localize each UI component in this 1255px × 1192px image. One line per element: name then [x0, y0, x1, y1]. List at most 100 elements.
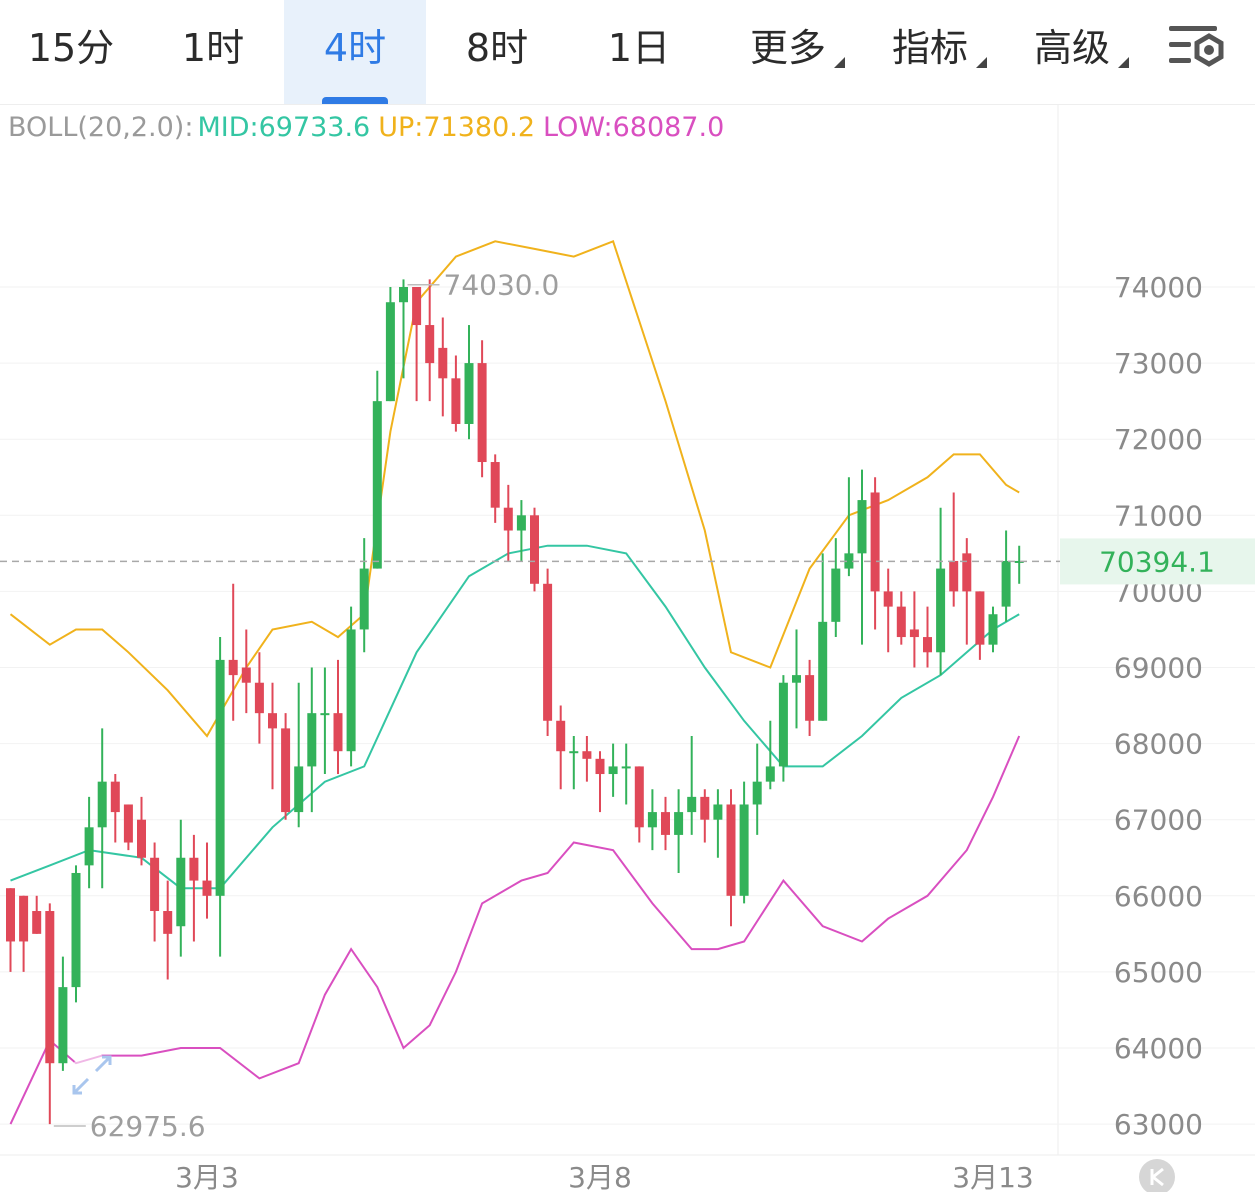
- candle-body: [831, 568, 841, 622]
- candle-body: [84, 827, 94, 866]
- candle-down: [661, 796, 670, 851]
- boll-name: BOLL(20,2.0):: [8, 112, 194, 143]
- candle-body: [739, 804, 749, 896]
- candle-down: [45, 903, 55, 1125]
- candle-down: [923, 606, 932, 668]
- current-price-label: 70394.1: [1099, 545, 1215, 578]
- tab-4h[interactable]: 4时: [284, 0, 426, 104]
- candle-up: [359, 538, 369, 653]
- candle-body: [582, 751, 592, 759]
- candle-down: [975, 591, 985, 660]
- candle-body: [792, 675, 801, 683]
- candle-body: [281, 728, 291, 813]
- k-button[interactable]: [1139, 1159, 1175, 1192]
- candle-body: [464, 363, 474, 424]
- candle-down: [281, 713, 291, 820]
- candle-body: [778, 682, 788, 767]
- dropdown-triangle-icon: [834, 57, 845, 68]
- candle-body: [516, 515, 526, 531]
- candle-up: [71, 865, 81, 1003]
- active-tab-indicator: [322, 97, 388, 104]
- tab-1h[interactable]: 1时: [142, 0, 284, 104]
- candle-down: [726, 789, 736, 927]
- candle-up: [647, 789, 657, 851]
- y-tick-label: 72000: [1114, 423, 1203, 456]
- candle-up: [713, 789, 723, 858]
- more-menu-label: 更多: [749, 26, 826, 70]
- candle-body: [137, 819, 146, 858]
- candle-up: [307, 667, 317, 813]
- candle-body: [359, 568, 369, 630]
- candle-down: [123, 804, 133, 851]
- candle-body: [569, 751, 579, 754]
- candle-body: [556, 720, 566, 752]
- candle-down: [333, 659, 343, 775]
- candle-up: [857, 469, 867, 645]
- candle-down: [6, 888, 15, 972]
- candle-body: [268, 713, 277, 729]
- candle-up: [58, 956, 68, 1071]
- expand-icon[interactable]: [70, 1053, 114, 1097]
- candle-body: [176, 857, 186, 927]
- tab-15m[interactable]: 15分: [0, 0, 142, 104]
- x-tick-label: 3月3: [175, 1161, 239, 1192]
- candle-body: [307, 713, 317, 767]
- candle-body: [530, 515, 539, 584]
- candle-up: [464, 325, 474, 440]
- candle-down: [556, 705, 566, 790]
- tab-4h-label: 4时: [323, 26, 387, 70]
- candle-down: [451, 355, 461, 432]
- candle-down: [189, 834, 199, 942]
- y-tick-label: 67000: [1114, 804, 1203, 837]
- candlestick-chart[interactable]: 7400073000720007100070000690006800067000…: [0, 105, 1255, 1192]
- chart-settings-button[interactable]: [1165, 18, 1227, 80]
- candle-body: [818, 621, 828, 721]
- candle-up: [385, 287, 395, 402]
- indicator-menu[interactable]: 指标: [870, 0, 990, 104]
- advanced-menu[interactable]: 高级: [1012, 0, 1132, 104]
- candle-body: [909, 629, 919, 638]
- candle-body: [438, 347, 448, 379]
- candle-down: [19, 895, 29, 972]
- boll-mid-value: MID:69733.6: [197, 112, 371, 143]
- candle-down: [595, 751, 605, 813]
- candle-up: [792, 629, 801, 729]
- candle-body: [700, 796, 710, 820]
- candle-up: [372, 370, 382, 569]
- tab-8h[interactable]: 8时: [426, 0, 568, 104]
- tab-1d[interactable]: 1日: [568, 0, 710, 104]
- k-icon: [1150, 1167, 1164, 1187]
- candle-up: [97, 728, 107, 889]
- expand-arrow-down: [72, 1077, 90, 1095]
- candle-down: [896, 591, 906, 645]
- candle-body: [346, 629, 356, 752]
- candle-body: [412, 287, 422, 326]
- candle-down: [202, 842, 212, 919]
- boll-up-value: UP:71380.2: [378, 112, 536, 143]
- candle-down: [254, 652, 264, 744]
- low-price-label: 62975.6: [90, 1110, 206, 1143]
- candle-up: [516, 500, 526, 561]
- candle-up: [84, 796, 94, 889]
- candle-up: [818, 553, 828, 721]
- timeframe-toolbar: 15分 1时 4时 8时 1日 更多 指标 高级: [0, 0, 1255, 105]
- candle-body: [202, 880, 212, 896]
- tab-8h-label: 8时: [465, 26, 529, 70]
- candle-body: [399, 287, 408, 303]
- candle-body: [674, 812, 684, 835]
- candle-body: [883, 591, 893, 607]
- candle-body: [923, 637, 932, 653]
- candle-up: [687, 735, 697, 835]
- candle-down: [805, 659, 815, 736]
- candle-up: [778, 675, 788, 782]
- candle-body: [988, 614, 998, 645]
- candle-down: [909, 591, 919, 668]
- boll-upper-line: [9, 239, 1020, 738]
- candle-down: [634, 766, 644, 843]
- candle-body: [870, 492, 880, 592]
- more-menu[interactable]: 更多: [728, 0, 848, 104]
- candle-down: [503, 484, 513, 561]
- candle-body: [752, 781, 762, 805]
- candle-body: [45, 911, 55, 1064]
- candle-body: [975, 591, 985, 645]
